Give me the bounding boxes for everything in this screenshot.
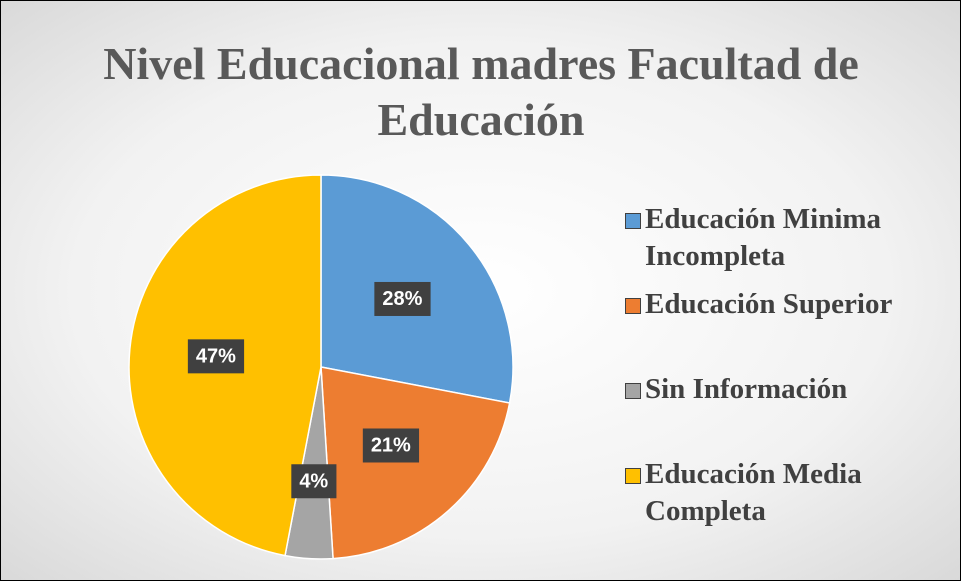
legend-item: Sin Información [623, 371, 953, 408]
legend-label: Educación Superior [645, 288, 893, 320]
data-label-text: 21% [371, 434, 411, 456]
legend-label: Sin Información [645, 373, 848, 405]
data-label-text: 47% [196, 345, 236, 367]
data-label: 47% [187, 339, 245, 374]
legend-swatch [625, 383, 641, 399]
data-label-box [374, 281, 431, 316]
data-label-box [291, 464, 337, 499]
legend-item: Educación Media Completa [623, 456, 953, 530]
data-label-text: 28% [382, 288, 422, 310]
legend-item: Educación Minima Incompleta [623, 201, 953, 275]
legend-label: Educación Minima Incompleta [645, 203, 882, 272]
chart-title: Nivel Educacional madres Facultad de Edu… [103, 38, 859, 145]
legend-swatch [625, 468, 641, 484]
data-label: 4% [291, 464, 337, 499]
legend-item: Educación Superior [623, 286, 953, 323]
legend-swatch [625, 213, 641, 229]
data-label-text: 4% [299, 470, 328, 492]
data-label-box [362, 428, 420, 463]
data-label: 21% [362, 428, 420, 463]
data-label-box [187, 339, 245, 374]
legend-swatch [625, 298, 641, 314]
pie-slice [320, 366, 511, 560]
legend-label: Educación Media Completa [645, 458, 862, 527]
data-label: 28% [374, 281, 431, 316]
